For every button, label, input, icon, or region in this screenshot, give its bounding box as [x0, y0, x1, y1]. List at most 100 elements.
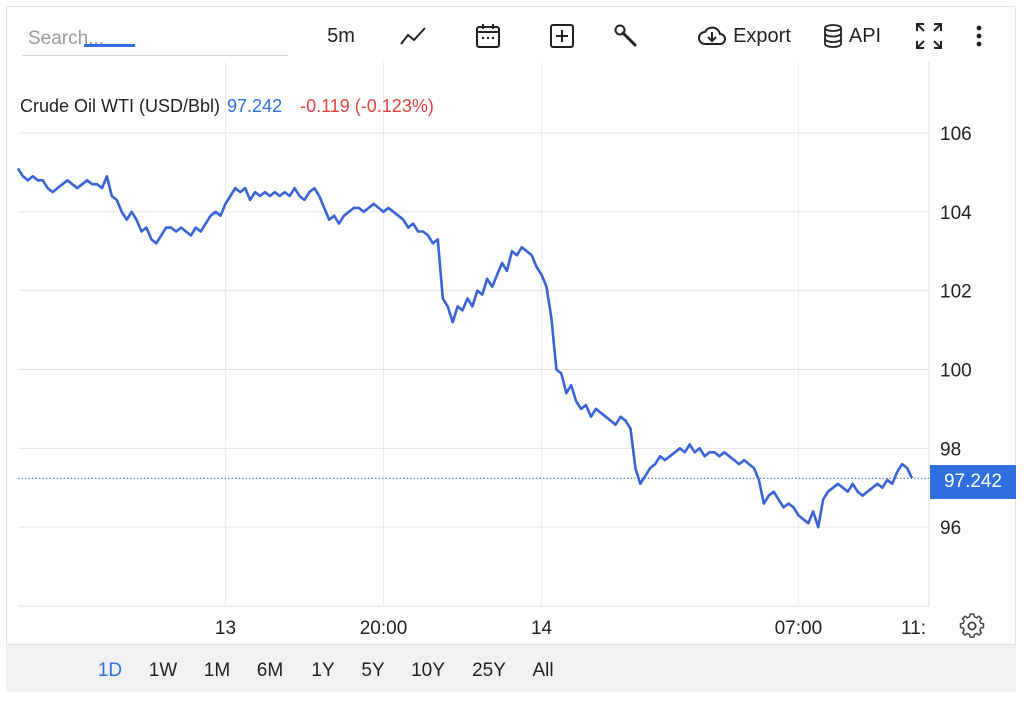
data-point [515, 253, 519, 257]
range-button-10y[interactable]: 10Y [411, 660, 445, 681]
data-point [712, 450, 716, 454]
wrench-icon [614, 24, 637, 47]
data-point [475, 289, 479, 293]
data-point [26, 178, 30, 182]
data-point [762, 502, 766, 506]
data-point [214, 210, 218, 214]
current-price-badge: 97.242 [930, 465, 1016, 499]
range-button-1y[interactable]: 1Y [311, 660, 335, 681]
data-point [485, 277, 489, 281]
data-point [584, 403, 588, 407]
data-point [900, 462, 904, 466]
data-point [525, 249, 529, 253]
y-tick-label: 100 [940, 360, 972, 381]
range-button-25y[interactable]: 25Y [472, 660, 506, 681]
expand-icon [916, 23, 942, 49]
data-point [159, 233, 163, 237]
legend: Crude Oil WTI (USD/Bbl) 97.242 -0.119 (-0.… [20, 96, 434, 116]
range-button-5y[interactable]: 5Y [361, 660, 385, 681]
data-point [110, 194, 114, 198]
range-button-6m[interactable]: 6M [256, 660, 284, 681]
data-point [248, 198, 252, 202]
data-point [693, 450, 697, 454]
data-point [396, 214, 400, 218]
data-point [707, 450, 711, 454]
interval-selector[interactable]: 5m [318, 18, 364, 54]
data-point [233, 186, 237, 190]
data-point [633, 466, 637, 470]
vertical-gridlines [224, 62, 799, 606]
x-axis-labels: 13 20:00 14 07:00 11: [215, 618, 926, 639]
data-point [228, 194, 232, 198]
data-point [367, 206, 371, 210]
data-point [174, 230, 178, 234]
data-point [273, 190, 277, 194]
data-point [811, 509, 815, 513]
data-point [327, 218, 331, 222]
legend-change: -0.119 (-0.123%) [300, 96, 434, 116]
data-point [653, 462, 657, 466]
data-point [658, 454, 662, 458]
data-point [337, 222, 341, 226]
data-point [298, 194, 302, 198]
search-input[interactable] [22, 22, 288, 56]
data-point [722, 450, 726, 454]
range-button-1w[interactable]: 1W [148, 660, 178, 681]
export-button[interactable]: Export [692, 18, 796, 54]
data-point [470, 304, 474, 308]
data-point [293, 186, 297, 190]
cloud-download-icon [698, 26, 727, 45]
data-point [544, 285, 548, 289]
chart-type-button[interactable] [396, 18, 432, 54]
data-point [895, 470, 899, 474]
y-tick-label: 106 [940, 124, 972, 145]
data-point [194, 226, 198, 230]
line-chart-icon [400, 27, 426, 45]
fullscreen-button[interactable] [912, 18, 946, 54]
chart-widget [6, 6, 1016, 692]
data-point [801, 517, 805, 521]
data-point [377, 206, 381, 210]
range-button-all[interactable]: All [532, 660, 554, 681]
tools-button[interactable] [608, 18, 644, 54]
data-point [628, 427, 632, 431]
gear-icon[interactable] [958, 612, 986, 640]
data-point [169, 226, 173, 230]
current-price-value: 97.242 [943, 471, 1003, 492]
data-point [406, 226, 410, 230]
data-point [875, 482, 879, 486]
add-indicator-button[interactable] [544, 18, 580, 54]
data-point [451, 320, 455, 324]
data-point [263, 190, 267, 194]
data-point [905, 466, 909, 470]
active-range-underline [84, 44, 135, 47]
data-point [362, 210, 366, 214]
database-icon [823, 24, 842, 48]
range-button-1d[interactable]: 1D [97, 660, 123, 681]
x-tick-label: 20:00 [360, 618, 408, 639]
data-point [243, 186, 247, 190]
data-point [431, 241, 435, 245]
range-button-1m[interactable]: 1M [203, 660, 231, 681]
horizontal-gridlines [18, 132, 929, 528]
data-point [95, 182, 99, 186]
data-point [446, 304, 450, 308]
data-point [149, 237, 153, 241]
data-point [342, 214, 346, 218]
data-point [60, 182, 64, 186]
x-tick-label: 07:00 [775, 618, 823, 639]
data-point [258, 194, 262, 198]
data-point [209, 214, 213, 218]
more-options-button[interactable] [966, 18, 992, 54]
date-range-button[interactable] [470, 18, 506, 54]
data-point [589, 415, 593, 419]
data-point [372, 202, 376, 206]
data-point [125, 218, 129, 222]
data-point [643, 474, 647, 478]
api-button[interactable]: API [820, 18, 884, 54]
data-point [416, 230, 420, 234]
data-point [866, 490, 870, 494]
data-point [144, 226, 148, 230]
data-point [36, 178, 40, 182]
